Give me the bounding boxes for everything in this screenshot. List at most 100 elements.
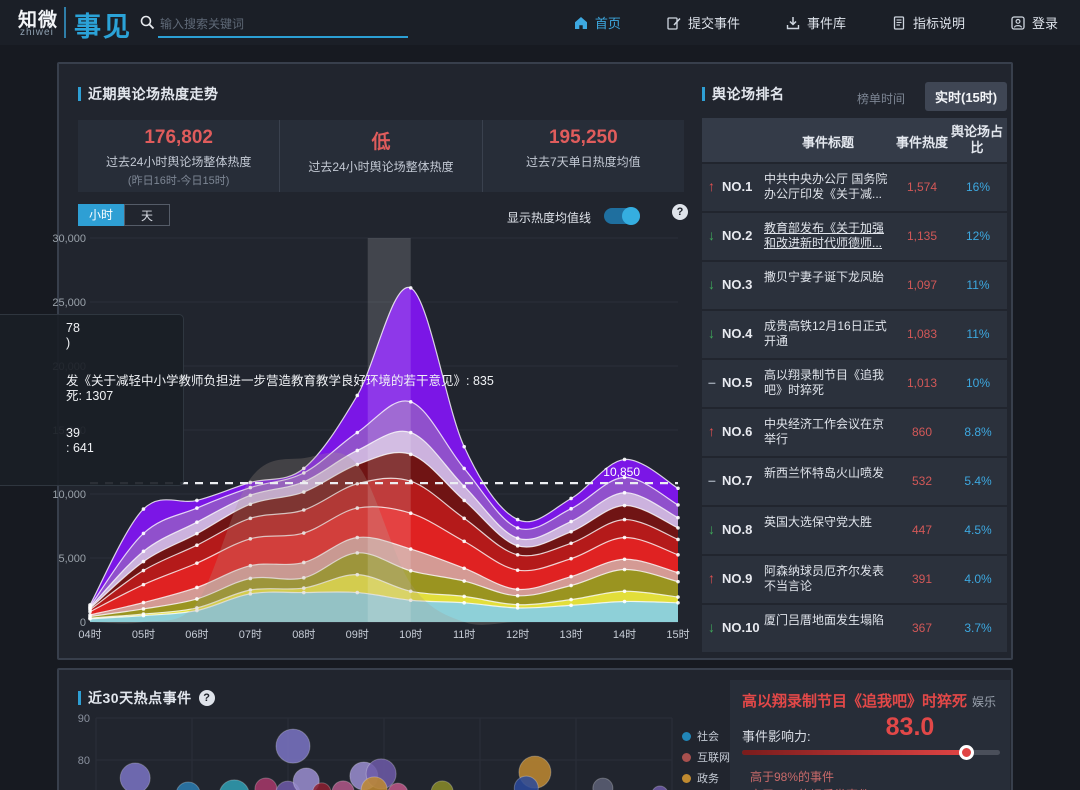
library-icon xyxy=(786,16,800,30)
legend-label: 互联网 xyxy=(697,752,730,764)
tooltip-line: ) xyxy=(66,336,71,350)
tooltip-line: 39 xyxy=(66,426,80,440)
table-row[interactable]: ↑ NO.9 阿森纳球员厄齐尔发表不当言论 391 4.0% xyxy=(702,556,1007,603)
tooltip-line: 78 xyxy=(66,321,80,335)
up-arrow-icon: ↑ xyxy=(708,423,715,439)
rank-number: NO.6 xyxy=(722,424,753,439)
event-heat: 860 xyxy=(911,425,933,439)
legend-label: 政务 xyxy=(697,773,719,785)
event-title-link[interactable]: 成贵高铁12月16日正式开通 xyxy=(764,319,887,348)
search-bar xyxy=(140,12,408,38)
impact-slider-knob[interactable] xyxy=(959,745,975,760)
up-arrow-icon: ↑ xyxy=(708,178,715,194)
rank-number: NO.4 xyxy=(722,326,753,341)
up-arrow-icon: ↑ xyxy=(708,570,715,586)
ranking-table-header: 事件标题 事件热度 舆论场占比 xyxy=(702,118,1007,162)
doc-icon xyxy=(892,15,906,30)
legend-item-互联网[interactable]: 互联网 xyxy=(682,749,730,765)
impact-slider[interactable] xyxy=(742,745,1000,760)
impact-slider-fill xyxy=(742,750,967,755)
ranking-panel-header: 舆论场排名 xyxy=(702,84,785,104)
table-row[interactable]: – NO.5 高以翔录制节目《追我吧》时猝死 1,013 10% xyxy=(702,360,1007,407)
svg-text:07时: 07时 xyxy=(239,628,262,641)
table-row[interactable]: ↓ NO.10 厦门吕厝地面发生塌陷 367 3.7% xyxy=(702,605,1007,652)
event-category-badge: 娱乐 xyxy=(971,695,996,709)
event-share: 4.5% xyxy=(964,523,992,537)
help-icon[interactable]: ? xyxy=(672,204,688,220)
trend-card: 近期舆论场热度走势 176,802 过去24小时舆论场整体热度 (昨日16时-今日1… xyxy=(0,62,1013,660)
avg-line-toggle[interactable] xyxy=(604,207,640,225)
event-detail-card: 高以翔录制节目《追我吧》时猝死 娱乐 事件影响力: 83.0 高于98%的事件高… xyxy=(730,680,1010,790)
legend-dot-icon xyxy=(682,731,691,741)
table-row[interactable]: ↑ NO.1 中共中央办公厅 国务院办公厅印发《关于减... 1,574 16% xyxy=(702,164,1007,211)
svg-text:06时: 06时 xyxy=(185,628,208,641)
rank-number: NO.7 xyxy=(722,473,753,488)
event-heat: 1,135 xyxy=(906,229,938,243)
event-heat: 447 xyxy=(911,523,933,537)
event-title-link[interactable]: 厦门吕厝地面发生塌陷 xyxy=(764,613,885,627)
nav-item-首页[interactable]: 首页 xyxy=(574,13,621,32)
event-detail-title[interactable]: 高以翔录制节目《追我吧》时猝死 xyxy=(742,693,968,710)
user-icon xyxy=(1011,15,1025,30)
svg-text:0: 0 xyxy=(80,617,86,629)
rank-number: NO.5 xyxy=(722,375,753,390)
rank-number: NO.1 xyxy=(722,179,753,194)
impact-note: 高于98%的事件 xyxy=(750,770,835,784)
rank-time-button[interactable]: 实时(15时) xyxy=(925,82,1008,111)
event-title-link[interactable]: 高以翔录制节目《追我吧》时猝死 xyxy=(764,368,885,397)
nav-item-登录[interactable]: 登录 xyxy=(1011,13,1058,32)
event-title-link[interactable]: 教育部发布《关于加强和改进新时代师德师... xyxy=(764,221,885,250)
nav-item-提交事件[interactable]: 提交事件 xyxy=(667,13,740,32)
table-row[interactable]: ↓ NO.8 英国大选保守党大胜 447 4.5% xyxy=(702,507,1007,554)
logo-zhiwei-cn[interactable]: 知微 xyxy=(18,10,59,31)
flat-arrow-icon: – xyxy=(708,472,716,488)
table-row[interactable]: ↓ NO.4 成贵高铁12月16日正式开通 1,083 11% xyxy=(702,311,1007,358)
hot-events-bubble-chart[interactable]: 90 80 xyxy=(62,702,722,790)
chart-tooltip: 78) 发《关于减轻中小学教师负担进一步营造教育教学良好环境的若干意见》: 835… xyxy=(0,314,494,486)
events-panel-title: 近30天热点事件 xyxy=(88,690,192,706)
tooltip-line: 发《关于减轻中小学教师负担进一步营造教育教学良好环境的若干意见》: 835 xyxy=(66,374,494,388)
event-title-link[interactable]: 中央经济工作会议在京举行 xyxy=(764,417,885,446)
svg-text:5,000: 5,000 xyxy=(58,553,86,565)
tab-hour[interactable]: 小时 xyxy=(78,204,124,226)
tab-day[interactable]: 天 xyxy=(124,204,170,226)
bubble-legend: 社会互联网政务财经 xyxy=(682,728,730,790)
svg-text:25,000: 25,000 xyxy=(52,297,86,309)
heat-stream-chart[interactable]: 05,00010,00015,00020,00025,00030,00010,8… xyxy=(42,228,692,652)
nav-item-事件库[interactable]: 事件库 xyxy=(786,13,846,32)
stat-label: 过去7天单日热度均值 xyxy=(525,155,641,169)
legend-item-政务[interactable]: 政务 xyxy=(682,770,730,786)
table-row[interactable]: ↑ NO.6 中央经济工作会议在京举行 860 8.8% xyxy=(702,409,1007,456)
legend-item-社会[interactable]: 社会 xyxy=(682,728,730,744)
flat-arrow-icon: – xyxy=(708,374,716,390)
logo-product[interactable]: 事见 xyxy=(74,12,132,42)
logo-zhiwei-en: zhiwei xyxy=(20,27,54,38)
svg-text:90: 90 xyxy=(78,713,90,725)
nav-item-指标说明[interactable]: 指标说明 xyxy=(892,13,965,32)
nav-item-label: 提交事件 xyxy=(687,16,740,31)
ranking-panel-title: 舆论场排名 xyxy=(712,86,785,102)
down-arrow-icon: ↓ xyxy=(708,619,715,635)
legend-dot-icon xyxy=(682,773,691,783)
event-title-link[interactable]: 中共中央办公厅 国务院办公厅印发《关于减... xyxy=(764,172,888,201)
event-heat: 391 xyxy=(911,572,933,586)
event-title-link[interactable]: 撒贝宁妻子诞下龙凤胎 xyxy=(764,270,885,284)
table-row[interactable]: – NO.7 新西兰怀特岛火山喷发 532 5.4% xyxy=(702,458,1007,505)
table-row[interactable]: ↓ NO.3 撒贝宁妻子诞下龙凤胎 1,097 11% xyxy=(702,262,1007,309)
table-row[interactable]: ↓ NO.2 教育部发布《关于加强和改进新时代师德师... 1,135 12% xyxy=(702,213,1007,260)
stat-cell: 195,250 过去7天单日热度均值 xyxy=(481,120,684,192)
event-title-link[interactable]: 英国大选保守党大胜 xyxy=(764,515,873,529)
accent-bar xyxy=(78,691,81,705)
search-input[interactable] xyxy=(158,12,408,38)
logo-divider xyxy=(64,7,66,38)
submit-icon xyxy=(667,16,681,30)
event-share: 12% xyxy=(965,229,991,243)
event-title-link[interactable]: 新西兰怀特岛火山喷发 xyxy=(764,466,885,480)
svg-text:04时: 04时 xyxy=(78,628,101,641)
events-panel-header: 近30天热点事件 ? xyxy=(78,688,215,708)
svg-text:08时: 08时 xyxy=(292,628,315,641)
help-icon[interactable]: ? xyxy=(198,690,215,706)
event-title-link[interactable]: 阿森纳球员厄齐尔发表不当言论 xyxy=(764,564,885,593)
